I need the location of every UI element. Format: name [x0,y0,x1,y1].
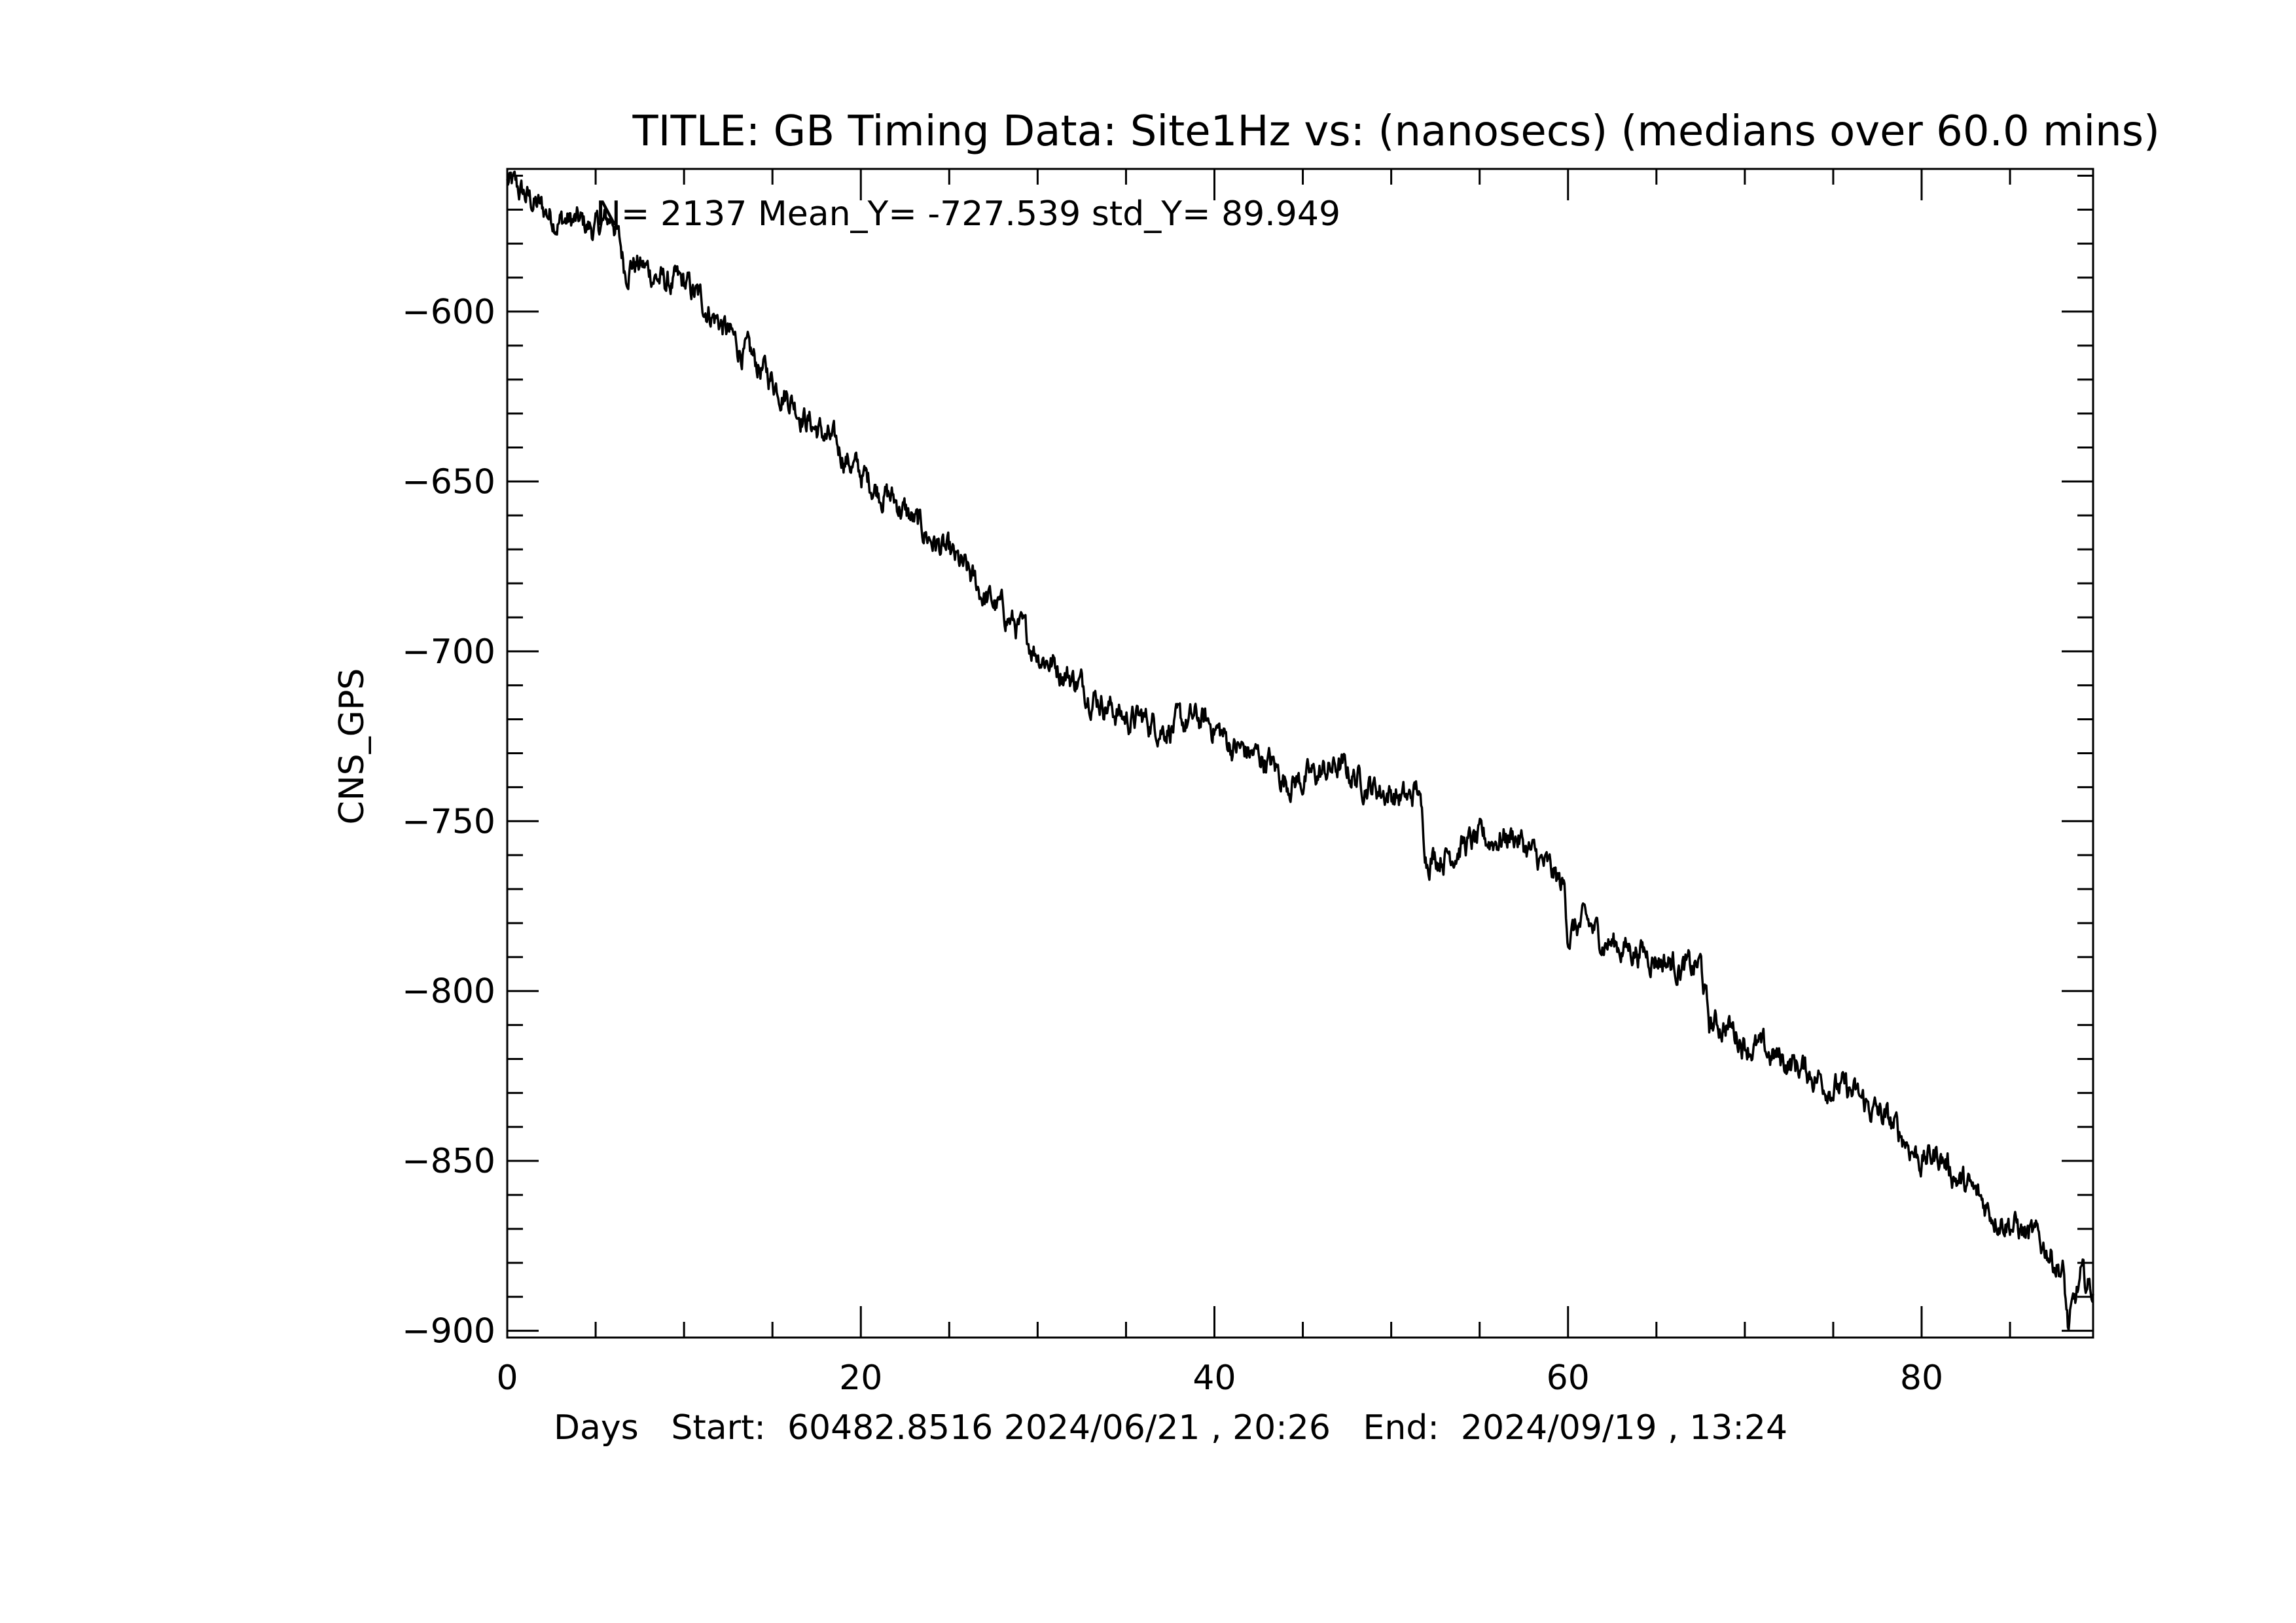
chart-title: TITLE: GB Timing Data: Site1Hz vs: (nano… [632,107,2160,156]
y-tick-label: −700 [402,632,495,672]
x-tick-label: 20 [839,1359,882,1398]
x-tick-label: 60 [1547,1359,1590,1398]
y-tick-label: −850 [402,1142,495,1181]
x-axis-ticks [506,169,2011,1338]
y-tick-label: −800 [402,972,495,1012]
y-axis-label: CNS_GPS [332,668,372,825]
x-tick-labels: 0 20 40 60 80 [496,1359,1943,1398]
x-tick-label: 40 [1193,1359,1236,1398]
y-tick-label: −600 [402,293,495,332]
x-axis-label: Days Start: 60482.8516 2024/06/21 , 20:2… [554,1408,1787,1448]
y-tick-labels: −600 −650 −700 −750 −800 −850 −900 [402,293,495,1351]
x-tick-label: 80 [1900,1359,1943,1398]
stats-annotation: N= 2137 Mean_Y= -727.539 std_Y= 89.949 [596,194,1340,234]
x-tick-label: 0 [496,1359,518,1398]
y-axis-ticks [507,174,2093,1332]
y-tick-label: −650 [402,462,495,501]
y-tick-label: −900 [402,1312,495,1351]
series-line-cns-gps [506,170,2094,1332]
y-tick-label: −750 [402,802,495,841]
